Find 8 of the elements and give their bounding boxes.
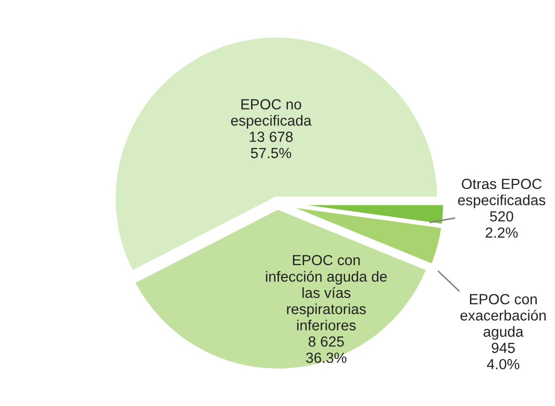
data-label: 520 2.2% (486, 211, 518, 238)
slice-label: EPOC no especificada (231, 99, 312, 129)
slice-label: Otras EPOC especificadas (458, 178, 546, 208)
slice-label: EPOC con infección aguda de las vías respiratorias inferiores (266, 254, 387, 330)
data-label: 945 4.0% (486, 342, 520, 370)
data-label: 8 625 36.3% (306, 336, 346, 363)
slice-label: EPOC con exacerbación aguda (460, 294, 546, 340)
data-label: 13 678 57.5% (250, 132, 293, 158)
